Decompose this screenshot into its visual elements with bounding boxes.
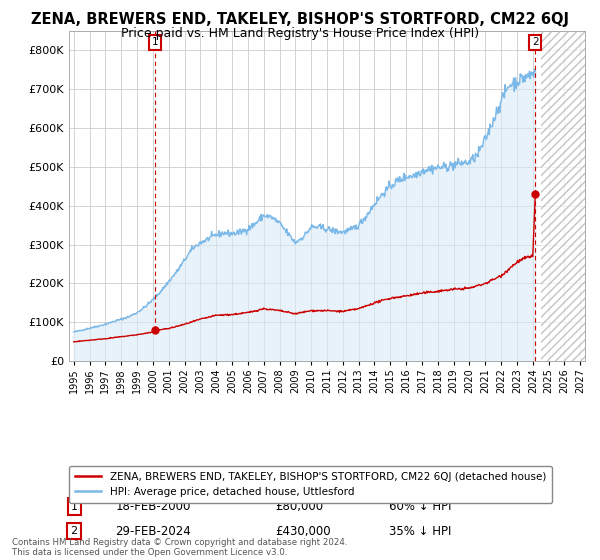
Legend: ZENA, BREWERS END, TAKELEY, BISHOP'S STORTFORD, CM22 6QJ (detached house), HPI: : ZENA, BREWERS END, TAKELEY, BISHOP'S STO… (69, 465, 552, 503)
Text: 1: 1 (152, 38, 158, 48)
Text: £80,000: £80,000 (275, 500, 323, 513)
Text: 1: 1 (71, 502, 77, 512)
Text: 18-FEB-2000: 18-FEB-2000 (115, 500, 191, 513)
Text: 60% ↓ HPI: 60% ↓ HPI (389, 500, 451, 513)
Text: 2: 2 (532, 38, 539, 48)
Text: ZENA, BREWERS END, TAKELEY, BISHOP'S STORTFORD, CM22 6QJ: ZENA, BREWERS END, TAKELEY, BISHOP'S STO… (31, 12, 569, 27)
Text: 29-FEB-2024: 29-FEB-2024 (115, 525, 191, 538)
Text: Contains HM Land Registry data © Crown copyright and database right 2024.
This d: Contains HM Land Registry data © Crown c… (12, 538, 347, 557)
Text: 2: 2 (71, 526, 78, 536)
Text: £430,000: £430,000 (275, 525, 331, 538)
Text: Price paid vs. HM Land Registry's House Price Index (HPI): Price paid vs. HM Land Registry's House … (121, 27, 479, 40)
Text: 35% ↓ HPI: 35% ↓ HPI (389, 525, 451, 538)
